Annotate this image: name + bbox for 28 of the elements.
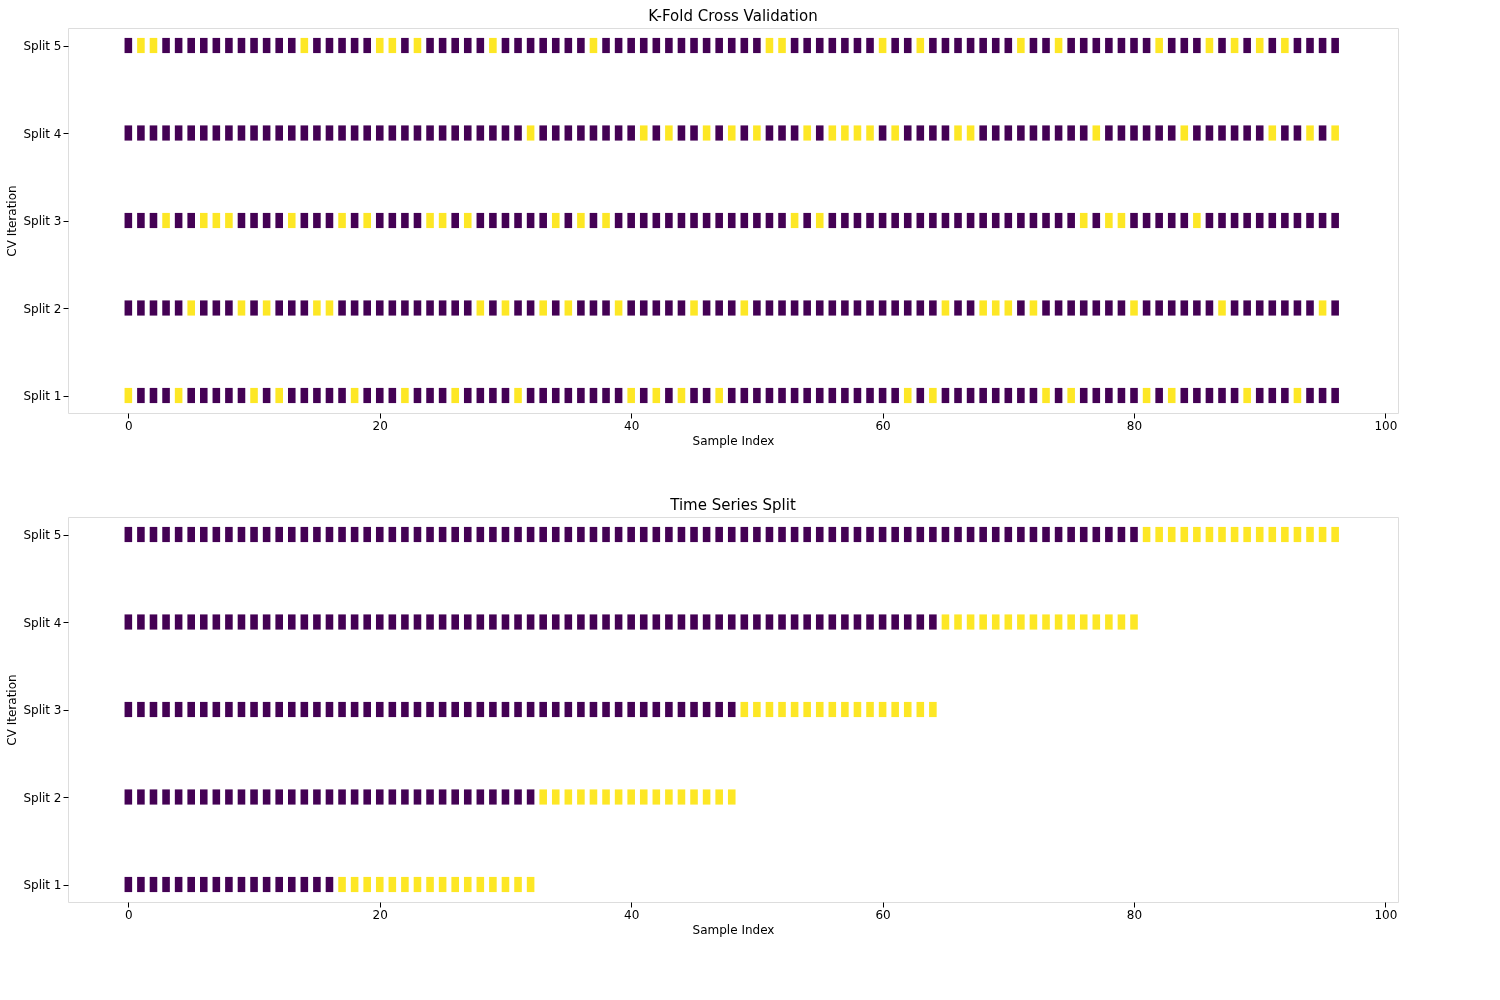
y-axis-title: CV Iteration (5, 185, 20, 257)
y-tick-label: Split 2 (23, 790, 62, 805)
x-tick-label: 20 (372, 907, 388, 922)
y-axis-title: CV Iteration (5, 674, 20, 746)
y-tick-label: Split 1 (23, 389, 62, 403)
x-axis-title: Sample Index (692, 433, 775, 448)
x-tick-label: 20 (372, 418, 388, 433)
x-tick-label: 0 (125, 418, 133, 433)
x-tick-label: 100 (1374, 907, 1398, 922)
x-tick-label: 100 (1374, 418, 1398, 433)
y-tick-label: Split 5 (23, 39, 62, 53)
y-tick-label: Split 5 (23, 528, 62, 542)
x-axis-title: Sample Index (692, 922, 775, 937)
y-tick-label: Split 1 (23, 878, 62, 892)
x-tick-label: 40 (624, 418, 640, 433)
y-tick-label: Split 4 (23, 126, 62, 141)
x-tick-label: 40 (624, 907, 640, 922)
x-tick-label: 60 (875, 418, 891, 433)
y-tick-label: Split 2 (23, 301, 62, 316)
y-tick-label: Split 3 (23, 703, 62, 717)
y-tick-label: Split 4 (23, 615, 62, 630)
chart-title: K-Fold Cross Validation (648, 7, 818, 25)
x-tick-label: 0 (125, 907, 133, 922)
x-tick-label: 80 (1126, 907, 1143, 922)
x-tick-label: 60 (875, 907, 891, 922)
x-tick-label: 80 (1126, 418, 1143, 433)
chart-title: Time Series Split (669, 496, 796, 514)
y-tick-label: Split 3 (23, 214, 62, 228)
